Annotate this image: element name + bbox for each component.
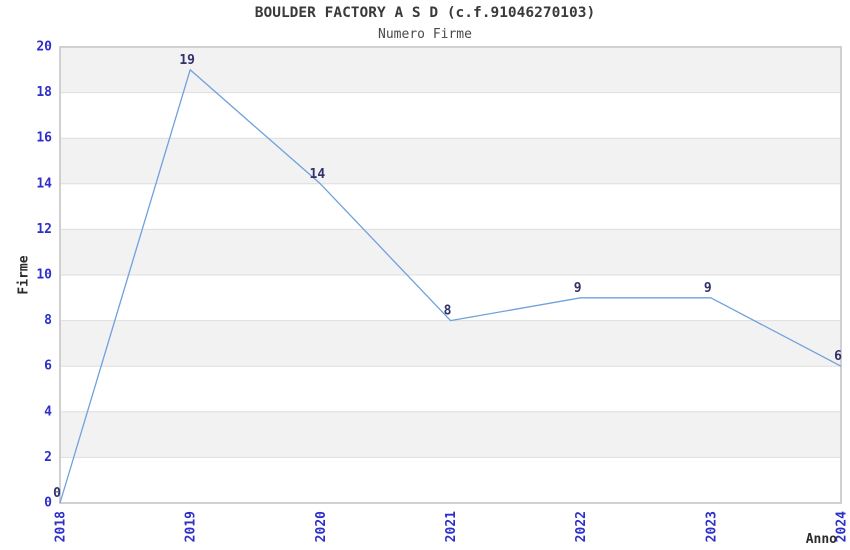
- x-tick-label: 2022: [574, 511, 589, 542]
- plot-border: [59, 46, 842, 504]
- y-tick-label: 2: [44, 450, 52, 465]
- y-tick-label: 20: [36, 40, 52, 55]
- y-tick-label: 6: [44, 359, 52, 374]
- chart-title: BOULDER FACTORY A S D (c.f.91046270103): [254, 5, 596, 21]
- data-label: 9: [574, 281, 582, 296]
- data-label: 19: [179, 53, 195, 68]
- y-tick-label: 0: [44, 496, 52, 511]
- data-label: 0: [53, 486, 61, 501]
- y-tick-label: 14: [36, 176, 52, 191]
- plot-band: [61, 229, 840, 275]
- grid-lines: [61, 92, 840, 458]
- data-labels: 0 19 14 8 9 9 6: [53, 53, 842, 501]
- y-tick-label: 12: [36, 222, 52, 237]
- plot-band: [61, 411, 840, 458]
- x-tick-label: 2024: [835, 511, 850, 542]
- x-tick-label: 2020: [314, 511, 329, 542]
- data-label: 14: [310, 167, 326, 182]
- series-line-group: [59, 69, 842, 504]
- data-label: 8: [444, 304, 452, 319]
- x-tick-label: 2018: [54, 511, 69, 542]
- plot-band: [61, 138, 840, 184]
- x-tick-label: 2021: [444, 511, 459, 542]
- y-tick-label: 16: [36, 131, 52, 146]
- x-axis-title: Anno: [806, 532, 837, 547]
- axis-labels: Firme Anno: [17, 255, 838, 547]
- plot-band: [61, 320, 840, 367]
- y-tick-label: 18: [36, 85, 52, 100]
- y-tick-label: 4: [44, 404, 52, 419]
- x-tick-labels: 2018 2019 2020 2021 2022 2023 2024: [54, 511, 850, 542]
- chart-subtitle: Numero Firme: [378, 27, 472, 42]
- y-tick-label: 8: [44, 313, 52, 328]
- y-tick-label: 10: [36, 268, 52, 283]
- y-axis-title: Firme: [17, 255, 32, 294]
- x-tick-label: 2023: [704, 511, 719, 542]
- plot-border-group: [59, 46, 842, 504]
- x-tick-label: 2019: [184, 511, 199, 542]
- data-label: 6: [834, 349, 842, 364]
- y-tick-labels: 0 2 4 6 8 10 12 14 16 18 20: [36, 40, 52, 511]
- data-label: 9: [704, 281, 712, 296]
- series-line: [59, 69, 842, 504]
- plot-band: [61, 47, 840, 93]
